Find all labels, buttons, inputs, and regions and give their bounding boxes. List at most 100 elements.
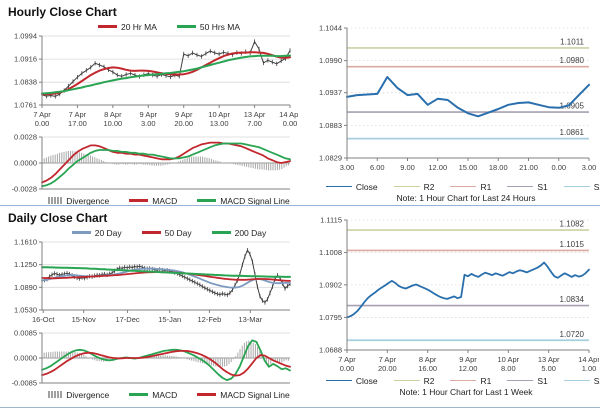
svg-text:-0.0085: -0.0085 [12, 379, 37, 388]
legend-item-s2: S2 [563, 182, 600, 192]
line-swatch-icon [71, 231, 91, 234]
legend-item-s1: S1 [507, 181, 548, 192]
legend-item-r1: R1 [450, 376, 491, 386]
legend-label: Divergence [66, 389, 110, 400]
legend-item-divergence: Divergence [48, 390, 109, 400]
svg-text:0.0085: 0.0085 [14, 330, 37, 338]
svg-text:-0.0028: -0.0028 [12, 185, 37, 194]
svg-text:13 Apr: 13 Apr [538, 355, 560, 364]
legend-hourly-ma: 20 Hr MA 50 Hrs MA [6, 20, 300, 33]
line-swatch-icon [393, 185, 420, 188]
svg-text:1.0834: 1.0834 [560, 295, 585, 304]
line-swatch-icon [563, 379, 590, 382]
legend-item-s2: S2 [563, 375, 600, 386]
legend-item-macd: MACD [129, 390, 177, 400]
legend-item-r2: R2 [393, 181, 435, 192]
svg-text:0.00: 0.00 [283, 119, 298, 128]
panel-daily-close: Daily Close Chart 20 Day 50 Day 200 Day 1.… [0, 206, 300, 407]
svg-text:12.00: 12.00 [459, 364, 478, 373]
legend-label: Divergence [66, 195, 110, 206]
svg-text:1.1044: 1.1044 [319, 24, 342, 33]
svg-text:12.00: 12.00 [428, 163, 447, 172]
line-swatch-icon [325, 379, 352, 382]
svg-text:18.00: 18.00 [489, 163, 508, 172]
legend-item-close: Close [325, 376, 378, 386]
svg-text:15-Nov: 15-Nov [72, 315, 96, 324]
svg-text:3.00: 3.00 [340, 163, 355, 172]
svg-text:10 Apr: 10 Apr [208, 110, 230, 119]
svg-text:15.00: 15.00 [459, 163, 478, 172]
panel-pivot-week: 1.1082 1.1015 1.0834 1.0720 1.1115 1.1008 1.09… [300, 206, 600, 407]
svg-text:17-Dec: 17-Dec [115, 315, 139, 324]
legend-label: MACD [152, 195, 178, 206]
svg-text:3.00: 3.00 [582, 163, 597, 172]
line-swatch-icon [197, 393, 217, 396]
svg-text:8 Apr: 8 Apr [419, 355, 437, 364]
bars-swatch-icon [48, 391, 63, 398]
svg-text:1.0883: 1.0883 [319, 121, 342, 130]
legend-item-r1: R1 [450, 182, 491, 192]
svg-text:7 Apr: 7 Apr [379, 355, 397, 364]
legend-label: Close [355, 181, 378, 192]
legend-daily-ma: 20 Day 50 Day 200 Day [6, 226, 300, 239]
svg-text:1.1115: 1.1115 [320, 216, 342, 225]
svg-text:1.0530: 1.0530 [14, 306, 37, 315]
legend-item-macd: MACD [129, 195, 178, 206]
daily-macd-chart: 0.0085 0.0000 -0.0085 [12, 330, 291, 388]
svg-text:1.0838: 1.0838 [14, 78, 37, 87]
horizontal-divider-bottom [0, 407, 600, 408]
svg-text:13.00: 13.00 [210, 119, 229, 128]
svg-text:12-Feb: 12-Feb [198, 315, 222, 324]
legend-item-divergence: Divergence [48, 195, 110, 206]
svg-text:1.1015: 1.1015 [560, 240, 585, 249]
daily-chart-title: Daily Close Chart [8, 211, 108, 225]
svg-text:1.0990: 1.0990 [319, 56, 342, 65]
legend-label: 50 Hrs MA [199, 21, 241, 32]
svg-text:20.00: 20.00 [378, 364, 397, 373]
svg-text:0.0028: 0.0028 [14, 134, 37, 142]
svg-text:1.0829: 1.0829 [319, 154, 342, 163]
legend-label: MACD Signal Line [220, 195, 290, 206]
legend-item-macd-signal-line: MACD Signal Line [197, 195, 290, 206]
hourly-chart-title: Hourly Close Chart [8, 5, 117, 19]
line-swatch-icon [325, 185, 352, 188]
svg-text:15-Jan: 15-Jan [158, 315, 181, 324]
legend-item-macd-signal-line: MACD Signal Line [197, 390, 290, 400]
legend-label: S1 [537, 375, 548, 386]
svg-text:9 Apr: 9 Apr [175, 110, 193, 119]
legend-label: S2 [593, 375, 600, 386]
legend-label: R2 [423, 375, 435, 386]
svg-text:10.00: 10.00 [103, 119, 122, 128]
note-pivot-week: Note: 1 Hour Chart for Last 1 Week [399, 387, 533, 397]
svg-text:1.0688: 1.0688 [319, 346, 342, 355]
line-swatch-icon [211, 231, 231, 234]
line-swatch-icon [450, 379, 477, 382]
svg-text:1.0994: 1.0994 [14, 33, 37, 41]
svg-text:1.0905: 1.0905 [560, 102, 585, 111]
line-swatch-icon [507, 185, 534, 188]
panel-pivot-24h: 1.1011 1.0980 1.0905 1.0861 1.1044 1.0990 1.09… [300, 0, 600, 205]
svg-text:13 Apr: 13 Apr [244, 110, 266, 119]
legend-item-200-day: 200 Day [211, 227, 267, 238]
svg-text:0.00: 0.00 [35, 119, 50, 128]
svg-text:10 Apr: 10 Apr [497, 355, 519, 364]
line-swatch-icon [97, 25, 117, 28]
legend-daily-macd: Divergence MACD MACD Signal Line [6, 388, 300, 401]
svg-text:9 Apr: 9 Apr [459, 355, 477, 364]
legend-label: R1 [480, 375, 492, 386]
svg-text:7.00: 7.00 [247, 119, 262, 128]
legend-item-s1: S1 [507, 375, 548, 386]
svg-text:1.0795: 1.0795 [319, 313, 342, 322]
legend-label: R2 [423, 181, 435, 192]
note-pivot-24h: Note: 1 Hour Chart for Last 24 Hours [396, 193, 536, 203]
svg-text:1.0937: 1.0937 [319, 88, 342, 97]
legend-label: 20 Day [94, 227, 122, 238]
legend-label: 50 Day [164, 227, 192, 238]
horizontal-divider [0, 205, 600, 206]
line-swatch-icon [141, 231, 161, 234]
legend-item-20-hr-ma: 20 Hr MA [97, 22, 157, 32]
svg-text:16.00: 16.00 [418, 364, 437, 373]
legend-label: 200 Day [234, 227, 267, 238]
legend-label: S1 [537, 181, 548, 192]
